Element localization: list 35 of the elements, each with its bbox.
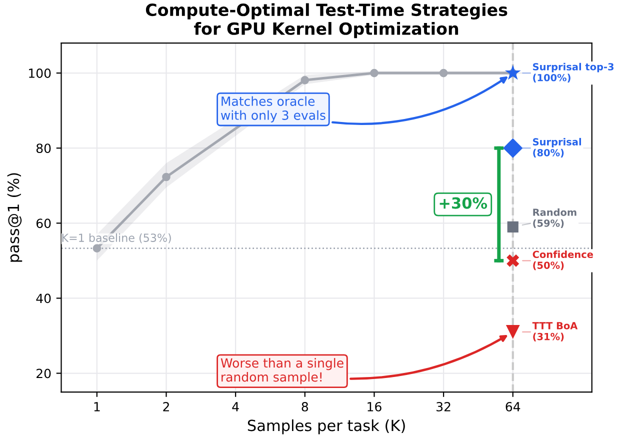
- y-tick-label: 100: [29, 68, 51, 78]
- point: [503, 138, 523, 158]
- x-tick-label: 1: [94, 402, 100, 412]
- data-label: (50%): [533, 261, 564, 270]
- data-label: (80%): [533, 148, 564, 158]
- x-tick-label: 32: [436, 402, 450, 412]
- point: [370, 68, 378, 78]
- ref-line-label: K=1 baseline (53%): [62, 233, 171, 244]
- y-axis-title: pass@1 (%): [7, 173, 22, 262]
- series-label: Surprisal top-3: [533, 62, 614, 72]
- point: [504, 64, 521, 80]
- x-tick-label: 16: [368, 402, 382, 412]
- series-label: Confidence: [532, 250, 593, 258]
- series-label: Surprisal: [533, 138, 581, 148]
- series-label: TTT BoA: [532, 322, 578, 330]
- y-tick-label: 20: [36, 368, 51, 378]
- x-tick-label: 8: [302, 402, 308, 412]
- series-label: Random: [533, 208, 576, 216]
- y-tick-label: 80: [36, 144, 51, 154]
- data-label: (31%): [533, 332, 564, 342]
- x-tick-label: 4: [232, 402, 239, 412]
- annotation: +30%: [440, 197, 488, 209]
- y-tick-label: 40: [36, 294, 51, 304]
- x-tick-label: 64: [506, 402, 520, 412]
- chart-title: Compute-Optimal Test-Time Strategies for GPU Kernel Optimization: [146, 3, 508, 38]
- point: [506, 325, 520, 339]
- x-tick-label: 2: [163, 402, 169, 412]
- annotation: Matches oracle with only 3 evals: [220, 96, 326, 122]
- point: [507, 221, 518, 232]
- annotation: Worse than a single random sample!: [220, 358, 344, 384]
- point: [506, 254, 520, 267]
- x-axis-title: Samples per task (K): [248, 419, 405, 434]
- data-label: (100%): [533, 74, 570, 82]
- data-label: (59%): [533, 219, 564, 228]
- y-tick-label: 60: [36, 218, 51, 228]
